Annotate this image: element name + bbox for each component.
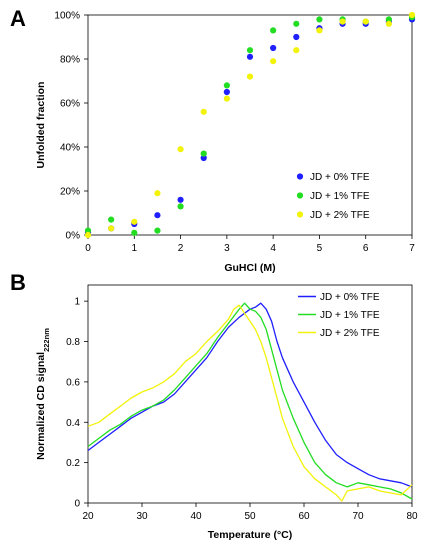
panel-a-point-series-3 (154, 190, 161, 197)
panel-b-y-tick-label: 1 (74, 297, 80, 308)
panel-a-x-tick-label: 2 (178, 243, 184, 254)
panel-a-point-series-1 (223, 88, 230, 96)
panel-a-y-tick-label: 40% (60, 143, 80, 154)
panel-a-x-tick-label: 3 (224, 243, 230, 254)
panel-a-point-series-2 (270, 27, 277, 34)
panel-a-legend-swatch-1 (296, 173, 304, 180)
panel-a-y-tick-label: 0% (66, 231, 81, 242)
panel-a-x-tick-label: 7 (409, 243, 415, 254)
panel-a-point-series-1 (246, 53, 254, 60)
panel-a-legend-label-2: JD + 1% TFE (310, 191, 370, 202)
panel-b-y-tick-label: 0.6 (66, 377, 80, 388)
panel-b-chart: Temperature (°C) Normalized CD signal222… (35, 284, 418, 541)
panel-a-legend-label-1: JD + 0% TFE (310, 172, 370, 183)
panel-a-chart: GuHCl (M) Unfolded fraction 0 1 2 3 4 5 6 7 0% 20… (35, 11, 415, 275)
panel-a-legend-swatch-2 (296, 192, 304, 199)
panel-a-point-series-2 (154, 227, 161, 234)
panel-a-point-series-3 (270, 58, 277, 65)
panel-a-frame (87, 14, 413, 236)
panel-b-legend-label-1: JD + 0% TFE (320, 292, 380, 303)
panel-b-y-axis-title: Normalized CD signal222nm (35, 328, 51, 460)
panel-b-x-tick-label: 70 (352, 511, 364, 522)
panel-a-point-series-2 (246, 47, 254, 54)
panel-b-series-line-3 (87, 304, 413, 502)
panel-a-legend-swatch-3 (296, 211, 304, 218)
panel-a-point-series-2 (385, 16, 392, 23)
panel-b-x-tick-label: 80 (406, 511, 418, 522)
panel-a-x-tick-label: 1 (132, 243, 138, 254)
panel-b-x-tick-label: 40 (190, 511, 202, 522)
panel-a-x-tick-label: 6 (363, 243, 369, 254)
panel-b-x-tick-label: 50 (244, 511, 256, 522)
panel-b-y-tick-label: 0.2 (66, 458, 80, 469)
panel-letter-b: B (10, 270, 26, 295)
panel-a-y-tick-label: 100% (54, 11, 80, 22)
panel-a-point-series-3 (131, 218, 138, 225)
panel-a-point-series-2 (293, 20, 300, 27)
panel-a-point-series-1 (270, 44, 277, 52)
panel-b-y-axis-title-main: Normalized CD signal (35, 352, 47, 460)
panel-a-x-tick-label: 5 (317, 243, 323, 254)
panel-a-point-series-3 (316, 27, 323, 34)
panel-a-point-series-2 (177, 203, 184, 210)
panel-a-x-tick-label: 0 (85, 243, 91, 254)
panel-b-x-tick-label: 60 (298, 511, 310, 522)
panel-a-legend-label-3: JD + 2% TFE (310, 210, 370, 221)
panel-b-series-line-2 (87, 302, 413, 500)
panel-a-point-series-1 (293, 33, 300, 41)
panel-b-series-line-1 (87, 302, 413, 488)
panel-a-point-series-3 (385, 20, 392, 27)
panel-a-point-series-2 (108, 216, 115, 223)
panel-a-point-series-3 (177, 146, 184, 153)
panel-b-x-tick-label: 30 (136, 511, 148, 522)
panel-letter-a: A (10, 6, 26, 31)
panel-a-y-tick-label: 20% (60, 187, 80, 198)
panel-a-point-series-2 (316, 16, 323, 23)
panel-a-point-series-3 (408, 11, 416, 19)
panel-a-x-axis-title: GuHCl (M) (224, 262, 275, 274)
panel-a-y-axis-title: Unfolded fraction (35, 82, 47, 169)
panel-a-point-series-1 (177, 196, 184, 203)
panel-a-point-series-3 (200, 108, 207, 115)
panel-b-y-tick-label: 0.8 (66, 337, 80, 348)
panel-a-y-tick-label: 80% (60, 55, 80, 66)
panel-a-point-series-3 (339, 18, 346, 25)
panel-b-x-tick-label: 20 (82, 511, 94, 522)
panel-a-point-series-3 (84, 231, 92, 239)
panel-a-point-series-2 (200, 150, 207, 157)
panel-a-point-series-2 (223, 82, 230, 89)
panel-b-x-axis-title: Temperature (°C) (208, 529, 293, 541)
panel-b-y-axis-title-subscript: 222nm (42, 328, 51, 352)
panel-a-point-series-3 (223, 95, 230, 102)
panel-b-legend-label-3: JD + 2% TFE (320, 328, 380, 339)
panel-a-point-series-2 (84, 227, 92, 234)
panel-b-y-tick-label: 0 (74, 499, 80, 510)
panel-b-legend-label-2: JD + 1% TFE (320, 310, 380, 321)
panel-a-y-tick-label: 60% (60, 99, 80, 110)
panel-a-point-series-2 (131, 229, 138, 236)
panel-a-point-series-3 (293, 47, 300, 54)
panel-a-x-tick-label: 4 (270, 243, 276, 254)
panel-b-y-tick-label: 0.4 (66, 418, 80, 429)
panel-a-point-series-3 (362, 18, 369, 25)
panel-a-point-series-1 (154, 212, 161, 219)
panel-a-point-series-3 (246, 73, 254, 80)
panel-a-point-series-3 (108, 225, 115, 232)
panel-a-point-series-1 (200, 154, 207, 162)
